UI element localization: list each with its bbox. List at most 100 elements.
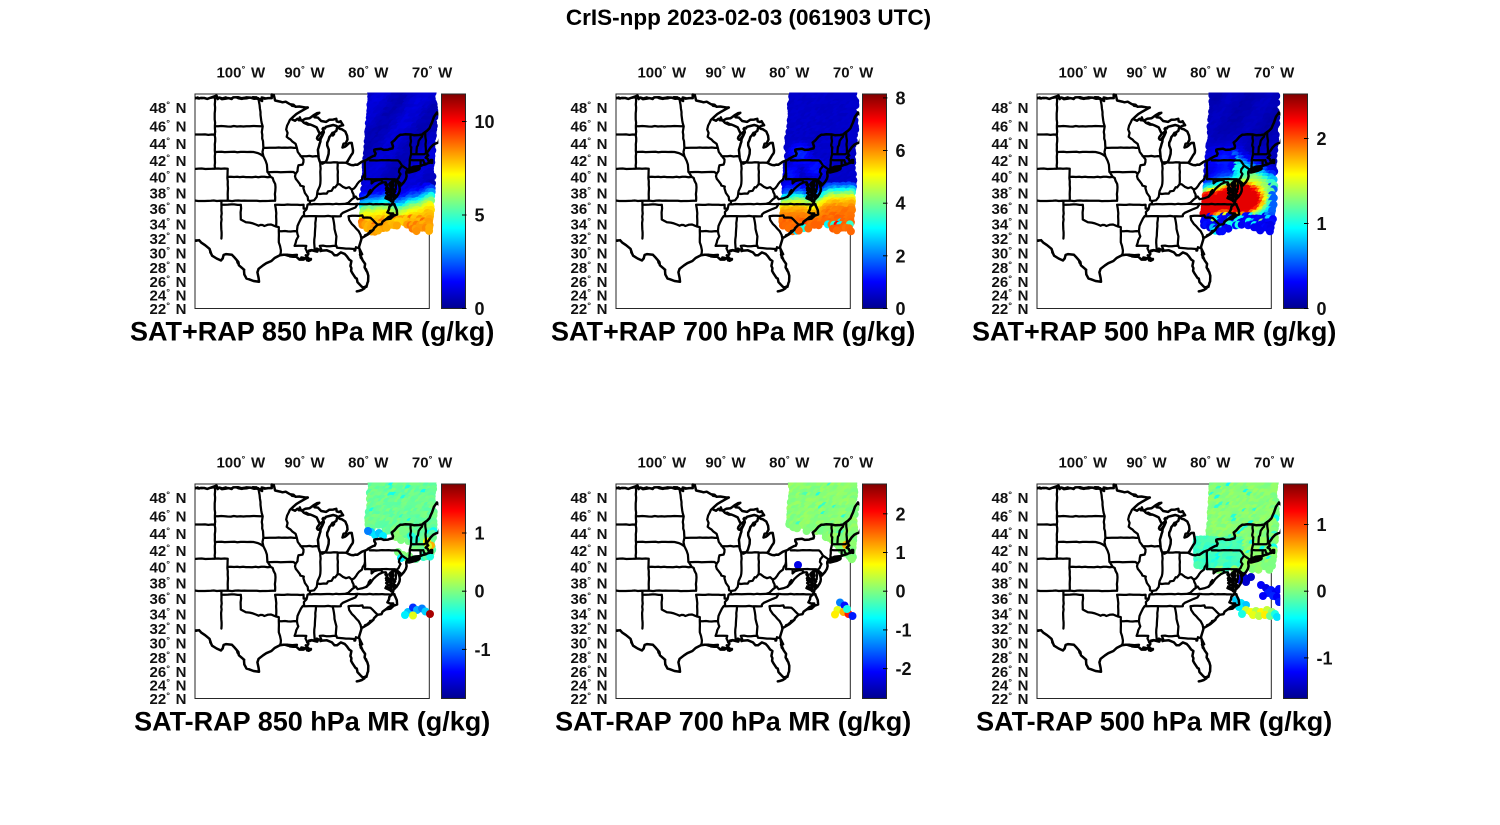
svg-text:90° W: 90° W [705,454,746,472]
svg-text:30° N: 30° N [571,245,608,263]
svg-text:22° N: 22° N [992,301,1029,319]
svg-text:80° W: 80° W [348,454,389,472]
svg-text:90° W: 90° W [1126,64,1167,82]
svg-text:34° N: 34° N [571,216,608,234]
svg-text:40° N: 40° N [992,559,1029,577]
svg-text:SAT-RAP 700 hPa MR (g/kg): SAT-RAP 700 hPa MR (g/kg) [555,706,911,736]
svg-text:34° N: 34° N [571,606,608,624]
svg-text:-2: -2 [896,659,912,679]
svg-text:38° N: 38° N [571,575,608,593]
svg-text:32° N: 32° N [150,231,187,249]
svg-text:4: 4 [896,194,906,214]
svg-text:48° N: 48° N [150,490,187,508]
svg-text:46° N: 46° N [992,118,1029,136]
svg-text:5: 5 [475,206,485,226]
svg-text:36° N: 36° N [992,591,1029,609]
svg-text:34° N: 34° N [150,606,187,624]
svg-text:0: 0 [1317,582,1327,602]
svg-text:42° N: 42° N [992,542,1029,560]
svg-text:28° N: 28° N [992,649,1029,667]
svg-text:30° N: 30° N [992,245,1029,263]
svg-text:28° N: 28° N [992,259,1029,277]
svg-text:30° N: 30° N [150,635,187,653]
svg-text:44° N: 44° N [150,525,187,543]
svg-text:22° N: 22° N [571,301,608,319]
svg-text:42° N: 42° N [150,152,187,170]
svg-text:32° N: 32° N [150,621,187,639]
svg-text:SAT-RAP 500 hPa MR (g/kg): SAT-RAP 500 hPa MR (g/kg) [976,706,1332,736]
svg-text:48° N: 48° N [992,100,1029,118]
svg-text:0: 0 [475,582,485,602]
svg-text:90° W: 90° W [284,454,325,472]
svg-text:38° N: 38° N [992,575,1029,593]
svg-text:26° N: 26° N [992,663,1029,681]
svg-text:6: 6 [896,141,906,161]
svg-text:2: 2 [896,246,906,266]
svg-text:26° N: 26° N [571,663,608,681]
svg-text:24° N: 24° N [571,287,608,305]
svg-text:32° N: 32° N [571,621,608,639]
svg-text:100° W: 100° W [1058,64,1108,82]
svg-text:1: 1 [1317,515,1327,535]
svg-text:34° N: 34° N [992,606,1029,624]
svg-text:100° W: 100° W [1058,454,1108,472]
svg-text:40° N: 40° N [150,559,187,577]
svg-text:SAT+RAP 700 hPa MR (g/kg): SAT+RAP 700 hPa MR (g/kg) [551,316,915,346]
svg-text:90° W: 90° W [1126,454,1167,472]
svg-text:70° W: 70° W [1254,64,1295,82]
svg-text:10: 10 [475,112,495,132]
svg-text:80° W: 80° W [348,64,389,82]
svg-text:28° N: 28° N [571,259,608,277]
svg-text:34° N: 34° N [150,216,187,234]
svg-text:40° N: 40° N [150,169,187,187]
svg-text:26° N: 26° N [150,273,187,291]
svg-text:24° N: 24° N [571,677,608,695]
svg-text:0: 0 [896,299,906,319]
svg-text:46° N: 46° N [992,508,1029,526]
svg-text:30° N: 30° N [571,635,608,653]
svg-text:1: 1 [475,524,485,544]
svg-text:36° N: 36° N [571,591,608,609]
svg-text:2: 2 [1317,129,1327,149]
svg-text:24° N: 24° N [150,677,187,695]
svg-text:46° N: 46° N [571,118,608,136]
svg-text:8: 8 [896,88,906,108]
svg-text:42° N: 42° N [571,152,608,170]
svg-text:44° N: 44° N [992,135,1029,153]
svg-text:48° N: 48° N [571,490,608,508]
svg-text:34° N: 34° N [992,216,1029,234]
svg-text:32° N: 32° N [571,231,608,249]
svg-text:48° N: 48° N [992,490,1029,508]
svg-text:28° N: 28° N [150,649,187,667]
svg-text:22° N: 22° N [571,691,608,709]
svg-text:SAT+RAP 850 hPa MR (g/kg): SAT+RAP 850 hPa MR (g/kg) [130,316,494,346]
svg-text:70° W: 70° W [833,64,874,82]
svg-text:42° N: 42° N [150,542,187,560]
svg-text:28° N: 28° N [150,259,187,277]
svg-text:46° N: 46° N [150,508,187,526]
svg-text:42° N: 42° N [571,542,608,560]
svg-text:100° W: 100° W [637,64,687,82]
svg-text:30° N: 30° N [150,245,187,263]
svg-text:0: 0 [896,582,906,602]
svg-text:40° N: 40° N [571,169,608,187]
svg-text:36° N: 36° N [571,201,608,219]
svg-text:36° N: 36° N [992,201,1029,219]
svg-text:44° N: 44° N [571,135,608,153]
svg-text:0: 0 [1317,299,1327,319]
svg-text:46° N: 46° N [571,508,608,526]
svg-text:28° N: 28° N [571,649,608,667]
svg-text:48° N: 48° N [150,100,187,118]
svg-text:-1: -1 [896,620,912,640]
svg-text:38° N: 38° N [571,185,608,203]
svg-text:-1: -1 [475,640,491,660]
svg-text:44° N: 44° N [992,525,1029,543]
svg-text:32° N: 32° N [992,621,1029,639]
svg-text:80° W: 80° W [769,454,810,472]
svg-text:1: 1 [896,543,906,563]
svg-text:22° N: 22° N [150,301,187,319]
svg-text:80° W: 80° W [769,64,810,82]
svg-text:38° N: 38° N [150,185,187,203]
svg-text:48° N: 48° N [571,100,608,118]
svg-text:70° W: 70° W [412,64,453,82]
